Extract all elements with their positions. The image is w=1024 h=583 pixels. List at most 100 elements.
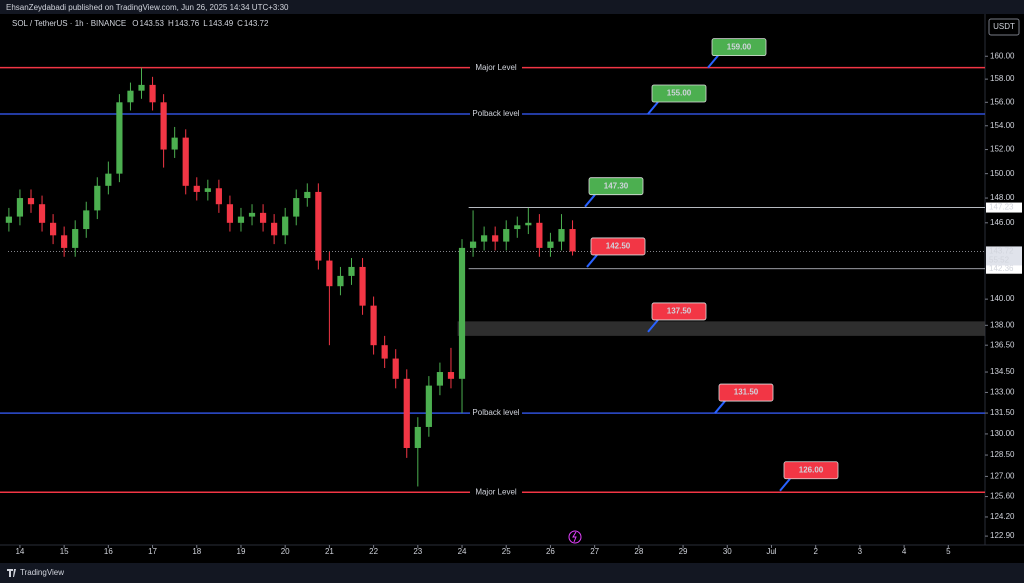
candle-body	[237, 216, 245, 223]
y-tick-label: 130.00	[990, 429, 1015, 438]
candle-body	[105, 173, 112, 186]
candle-body	[469, 241, 477, 248]
candle-body	[569, 229, 576, 252]
callout-box	[588, 177, 644, 196]
x-tick-label: 22	[369, 547, 378, 556]
icon	[572, 531, 577, 543]
candle-body	[138, 84, 145, 91]
y-tick-label: 128.50	[990, 450, 1015, 459]
candle-body	[38, 204, 46, 223]
y-tick-label: 134.50	[990, 367, 1015, 376]
current-price-label: 143.72	[989, 247, 1014, 256]
candle-body	[149, 84, 156, 103]
current-price-box	[986, 246, 1022, 266]
x-tick-label: 17	[148, 547, 157, 556]
candle-body	[271, 222, 278, 236]
x-tick-label: 29	[679, 547, 688, 556]
candle-body	[204, 188, 211, 192]
level-label-bg	[470, 108, 522, 119]
candle-body	[492, 235, 499, 242]
callout-label: 147.30	[604, 181, 629, 190]
candle-body	[359, 266, 366, 306]
candle-body	[127, 90, 134, 103]
candle-body	[436, 372, 444, 386]
callout-arrow	[584, 194, 596, 208]
callout-box	[783, 461, 839, 480]
y-tick-label: 122.90	[990, 531, 1015, 540]
x-tick-label: 16	[104, 547, 113, 556]
candle-body	[348, 266, 355, 276]
candle-body	[481, 235, 488, 242]
candle-body	[293, 198, 300, 217]
candle-body	[83, 210, 90, 230]
candle-body	[403, 378, 410, 448]
y-tick-label: 138.00	[990, 320, 1015, 329]
candle-body	[61, 235, 68, 248]
y-tick-label: 160.00	[990, 51, 1015, 60]
x-tick-label: 21	[325, 547, 334, 556]
candle-body	[414, 426, 421, 448]
price-box-label: 147.23	[989, 203, 1014, 212]
candle-body	[16, 198, 24, 217]
y-tick-label: 124.20	[990, 512, 1015, 521]
callout-arrow	[647, 319, 659, 333]
callout-box	[718, 383, 774, 402]
x-tick-label: 26	[546, 547, 555, 556]
callout-label: 142.50	[606, 242, 631, 251]
price-box	[986, 263, 1022, 274]
y-tick-label: 148.00	[990, 193, 1015, 202]
price-box	[986, 202, 1022, 213]
legend-value: 143.76	[175, 19, 200, 28]
callout-box	[711, 38, 767, 57]
candle-body	[116, 102, 123, 174]
callout-label: 137.50	[667, 307, 692, 316]
x-tick-label: 27	[590, 547, 599, 556]
candle-body	[182, 137, 189, 186]
legend-key: O	[132, 19, 138, 28]
candle-body	[226, 204, 234, 223]
x-tick-label: 19	[237, 547, 246, 556]
candle-body	[337, 275, 344, 287]
x-tick-label: 20	[281, 547, 290, 556]
legend-value: 143.53	[140, 19, 165, 28]
level-label-bg	[470, 408, 522, 419]
candle-body	[72, 229, 79, 248]
candle-body	[304, 191, 311, 199]
candle-body	[514, 225, 521, 230]
candle-body	[27, 198, 35, 205]
candle-body	[259, 212, 267, 223]
candle-body	[547, 241, 554, 248]
unit: USDT	[993, 22, 1015, 31]
candle-body	[160, 102, 167, 150]
legend-key: L	[203, 19, 208, 28]
candle-body	[49, 222, 57, 236]
brand: TradingView	[20, 568, 64, 577]
callout-box	[590, 237, 646, 256]
bottom-bar	[0, 563, 1024, 583]
callout-box	[651, 84, 707, 103]
x-tick-label: 15	[60, 547, 69, 556]
candle-body	[381, 345, 388, 359]
callout-label: 159.00	[727, 42, 752, 51]
candle-body	[326, 260, 333, 287]
x-tick-label: 30	[723, 547, 732, 556]
callout-label: 126.00	[799, 465, 824, 474]
callout-arrow	[779, 478, 791, 492]
level-label: Major Level	[475, 487, 517, 496]
y-tick-label: 146.00	[990, 218, 1015, 227]
unit-box	[988, 18, 1020, 36]
legend-key: H	[168, 19, 174, 28]
y-tick-label: 127.00	[990, 472, 1015, 481]
callout-arrow	[586, 254, 598, 268]
x-tick-label: 25	[502, 547, 511, 556]
legend-value: 143.72	[244, 19, 269, 28]
candle-body	[193, 185, 200, 192]
level-label-bg	[470, 487, 522, 498]
candle-body	[447, 372, 455, 379]
zone	[457, 321, 986, 336]
level-label: Polback level	[472, 408, 519, 417]
callout-arrow	[707, 55, 719, 69]
x-tick-label: 5	[946, 547, 951, 556]
y-tick-label: 156.00	[990, 97, 1015, 106]
